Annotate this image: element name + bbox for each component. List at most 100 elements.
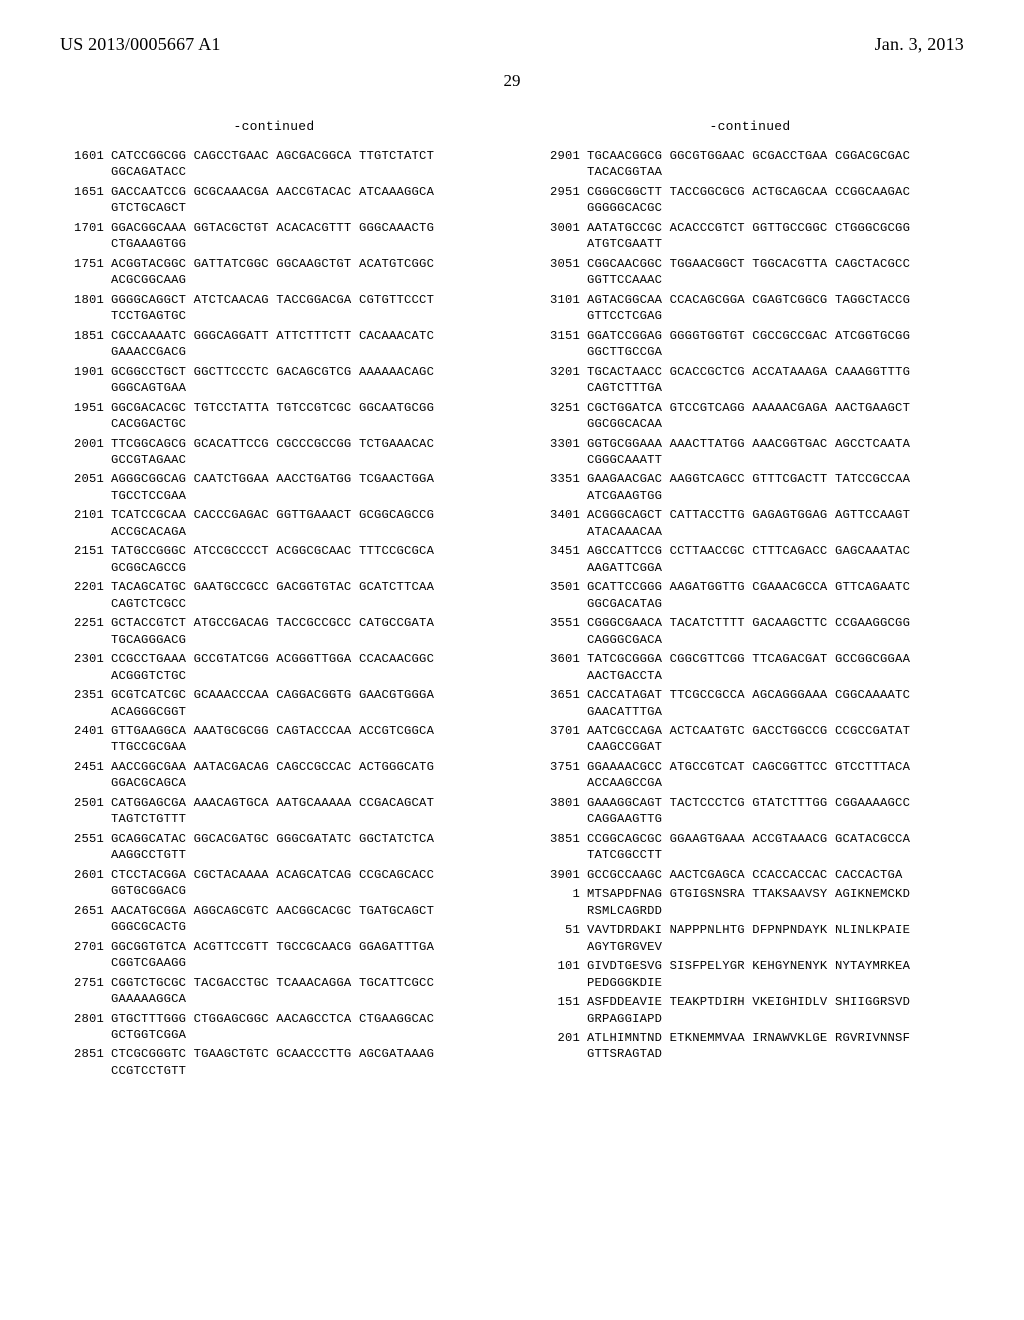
sequence-row: 1751ACGGTACGGC GATTATCGGC GGCAAGCTGT ACA… <box>60 256 488 289</box>
sequence-position: 3701 <box>536 723 587 739</box>
sequence-line: TTCGGCAGCG GCACATTCCG CGCCCGCCGG TCTGAAA… <box>111 436 488 452</box>
sequence-line: TACAGCATGC GAATGCCGCC GACGGTGTAC GCATCTT… <box>111 579 488 595</box>
sequence-row: 2901TGCAACGGCG GGCGTGGAAC GCGACCTGAA CGG… <box>536 148 964 181</box>
sequence-row: 3551CGGGCGAACA TACATCTTTT GACAAGCTTC CCG… <box>536 615 964 648</box>
sequence-blocks: GTGCTTTGGG CTGGAGCGGC AACAGCCTCA CTGAAGG… <box>111 1011 488 1044</box>
sequence-row: 2251GCTACCGTCT ATGCCGACAG TACCGCCGCC CAT… <box>60 615 488 648</box>
sequence-position: 1851 <box>60 328 111 344</box>
sequence-line: GGTGCGGACG <box>111 883 488 899</box>
sequence-position: 3451 <box>536 543 587 559</box>
page: US 2013/0005667 A1 Jan. 3, 2013 29 -cont… <box>0 0 1024 1122</box>
sequence-blocks: CCGCCTGAAA GCCGTATCGG ACGGGTTGGA CCACAAC… <box>111 651 488 684</box>
sequence-position: 3301 <box>536 436 587 452</box>
sequence-blocks: GGACGGCAAA GGTACGCTGT ACACACGTTT GGGCAAA… <box>111 220 488 253</box>
sequence-line: RSMLCAGRDD <box>587 903 964 919</box>
sequence-blocks: MTSAPDFNAG GTGIGSNSRA TTAKSAAVSY AGIKNEM… <box>587 886 964 919</box>
sequence-line: GAAACCGACG <box>111 344 488 360</box>
sequence-line: GGGGGCACGC <box>587 200 964 216</box>
sequence-row: 3251CGCTGGATCA GTCCGTCAGG AAAAACGAGA AAC… <box>536 400 964 433</box>
sequence-position: 1601 <box>60 148 111 164</box>
sequence-row: 1651GACCAATCCG GCGCAAACGA AACCGTACAC ATC… <box>60 184 488 217</box>
sequence-row: 2451AACCGGCGAA AATACGACAG CAGCCGCCAC ACT… <box>60 759 488 792</box>
sequence-blocks: AGCCATTCCG CCTTAACCGC CTTTCAGACC GAGCAAA… <box>587 543 964 576</box>
sequence-row: 2801GTGCTTTGGG CTGGAGCGGC AACAGCCTCA CTG… <box>60 1011 488 1044</box>
sequence-position: 1801 <box>60 292 111 308</box>
sequence-blocks: CTCCTACGGA CGCTACAAAA ACAGCATCAG CCGCAGC… <box>111 867 488 900</box>
sequence-row: 3501GCATTCCGGG AAGATGGTTG CGAAACGCCA GTT… <box>536 579 964 612</box>
sequence-line: GCGGCCTGCT GGCTTCCCTC GACAGCGTCG AAAAAAC… <box>111 364 488 380</box>
sequence-blocks: GCGGCCTGCT GGCTTCCCTC GACAGCGTCG AAAAAAC… <box>111 364 488 397</box>
sequence-line: GGGCAGTGAA <box>111 380 488 396</box>
sequence-row: 2101TCATCCGCAA CACCCGAGAC GGTTGAAACT GCG… <box>60 507 488 540</box>
sequence-row: 2151TATGCCGGGC ATCCGCCCCT ACGGCGCAAC TTT… <box>60 543 488 576</box>
sequence-blocks: AGTACGGCAA CCACAGCGGA CGAGTCGGCG TAGGCTA… <box>587 292 964 325</box>
sequence-line: TGCAGGGACG <box>111 632 488 648</box>
sequence-blocks: CGCCAAAATC GGGCAGGATT ATTCTTTCTT CACAAAC… <box>111 328 488 361</box>
sequence-row: 1851CGCCAAAATC GGGCAGGATT ATTCTTTCTT CAC… <box>60 328 488 361</box>
sequence-line: TGCCTCCGAA <box>111 488 488 504</box>
sequence-line: ATCGAAGTGG <box>587 488 964 504</box>
right-column: -continued 2901TGCAACGGCG GGCGTGGAAC GCG… <box>536 119 964 1082</box>
sequence-blocks: GCATTCCGGG AAGATGGTTG CGAAACGCCA GTTCAGA… <box>587 579 964 612</box>
continued-label-left: -continued <box>60 119 488 134</box>
columns: -continued 1601CATCCGGCGG CAGCCTGAAC AGC… <box>60 119 964 1082</box>
sequence-row: 2001TTCGGCAGCG GCACATTCCG CGCCCGCCGG TCT… <box>60 436 488 469</box>
sequence-blocks: GGATCCGGAG GGGGTGGTGT CGCCGCCGAC ATCGGTG… <box>587 328 964 361</box>
sequence-position: 3401 <box>536 507 587 523</box>
sequence-line: GCGGCAGCCG <box>111 560 488 576</box>
page-number: 29 <box>60 71 964 91</box>
sequence-line: GGGGCAGGCT ATCTCAACAG TACCGGACGA CGTGTTC… <box>111 292 488 308</box>
sequence-row: 3601TATCGCGGGA CGGCGTTCGG TTCAGACGAT GCC… <box>536 651 964 684</box>
sequence-blocks: CATGGAGCGA AAACAGTGCA AATGCAAAAA CCGACAG… <box>111 795 488 828</box>
sequence-blocks: TCATCCGCAA CACCCGAGAC GGTTGAAACT GCGGCAG… <box>111 507 488 540</box>
sequence-line: ACGGTACGGC GATTATCGGC GGCAAGCTGT ACATGTC… <box>111 256 488 272</box>
sequence-blocks: ACGGTACGGC GATTATCGGC GGCAAGCTGT ACATGTC… <box>111 256 488 289</box>
sequence-line: GGACGCAGCA <box>111 775 488 791</box>
sequence-line: TACACGGTAA <box>587 164 964 180</box>
sequence-line: AACATGCGGA AGGCAGCGTC AACGGCACGC TGATGCA… <box>111 903 488 919</box>
sequence-position: 3201 <box>536 364 587 380</box>
sequence-line: CGGCAACGGC TGGAACGGCT TGGCACGTTA CAGCTAC… <box>587 256 964 272</box>
sequence-row: 3701AATCGCCAGA ACTCAATGTC GACCTGGCCG CCG… <box>536 723 964 756</box>
sequence-position: 2151 <box>60 543 111 559</box>
left-column: -continued 1601CATCCGGCGG CAGCCTGAAC AGC… <box>60 119 488 1082</box>
sequence-position: 3801 <box>536 795 587 811</box>
sequence-line: GCTACCGTCT ATGCCGACAG TACCGCCGCC CATGCCG… <box>111 615 488 631</box>
sequence-line: AATATGCCGC ACACCCGTCT GGTTGCCGGC CTGGGCG… <box>587 220 964 236</box>
sequence-position: 2801 <box>60 1011 111 1027</box>
sequence-blocks: GCCGCCAAGC AACTCGAGCA CCACCACCAC CACCACT… <box>587 867 964 883</box>
sequence-line: CAGTCTTTGA <box>587 380 964 396</box>
sequence-row: 2701GGCGGTGTCA ACGTTCCGTT TGCCGCAACG GGA… <box>60 939 488 972</box>
sequence-position: 3501 <box>536 579 587 595</box>
sequence-position: 2301 <box>60 651 111 667</box>
sequence-line: CTCCTACGGA CGCTACAAAA ACAGCATCAG CCGCAGC… <box>111 867 488 883</box>
sequence-line: GAAGAACGAC AAGGTCAGCC GTTTCGACTT TATCCGC… <box>587 471 964 487</box>
sequence-row: 2351GCGTCATCGC GCAAACCCAA CAGGACGGTG GAA… <box>60 687 488 720</box>
sequence-line: VAVTDRDAKI NAPPPNLHTG DFPNPNDAYK NLINLKP… <box>587 922 964 938</box>
sequence-line: GIVDTGESVG SISFPELYGR KEHGYNENYK NYTAYMR… <box>587 958 964 974</box>
sequence-row: 3851CCGGCAGCGC GGAAGTGAAA ACCGTAAACG GCA… <box>536 831 964 864</box>
sequence-blocks: GCGTCATCGC GCAAACCCAA CAGGACGGTG GAACGTG… <box>111 687 488 720</box>
sequence-line: GAACATTTGA <box>587 704 964 720</box>
sequence-line: TGCAACGGCG GGCGTGGAAC GCGACCTGAA CGGACGC… <box>587 148 964 164</box>
sequence-blocks: TGCACTAACC GCACCGCTCG ACCATAAAGA CAAAGGT… <box>587 364 964 397</box>
sequence-line: AAGGCCTGTT <box>111 847 488 863</box>
sequence-line: AACCGGCGAA AATACGACAG CAGCCGCCAC ACTGGGC… <box>111 759 488 775</box>
sequence-blocks: GGTGCGGAAA AAACTTATGG AAACGGTGAC AGCCTCA… <box>587 436 964 469</box>
sequence-line: CACCATAGAT TTCGCCGCCA AGCAGGGAAA CGGCAAA… <box>587 687 964 703</box>
sequence-position: 2551 <box>60 831 111 847</box>
sequence-line: GGGCGCACTG <box>111 919 488 935</box>
header: US 2013/0005667 A1 Jan. 3, 2013 <box>60 34 964 55</box>
sequence-line: CATCCGGCGG CAGCCTGAAC AGCGACGGCA TTGTCTA… <box>111 148 488 164</box>
sequence-line: GCAGGCATAC GGCACGATGC GGGCGATATC GGCTATC… <box>111 831 488 847</box>
sequence-line: TATGCCGGGC ATCCGCCCCT ACGGCGCAAC TTTCCGC… <box>111 543 488 559</box>
sequence-line: GGCAGATACC <box>111 164 488 180</box>
sequence-row: 2501CATGGAGCGA AAACAGTGCA AATGCAAAAA CCG… <box>60 795 488 828</box>
sequence-row: 51VAVTDRDAKI NAPPPNLHTG DFPNPNDAYK NLINL… <box>536 922 964 955</box>
sequence-position: 2351 <box>60 687 111 703</box>
sequence-line: GGATCCGGAG GGGGTGGTGT CGCCGCCGAC ATCGGTG… <box>587 328 964 344</box>
sequence-line: TTGCCGCGAA <box>111 739 488 755</box>
sequence-line: CGGTCTGCGC TACGACCTGC TCAAACAGGA TGCATTC… <box>111 975 488 991</box>
sequence-row: 3351GAAGAACGAC AAGGTCAGCC GTTTCGACTT TAT… <box>536 471 964 504</box>
sequence-blocks: CGGGCGAACA TACATCTTTT GACAAGCTTC CCGAAGG… <box>587 615 964 648</box>
